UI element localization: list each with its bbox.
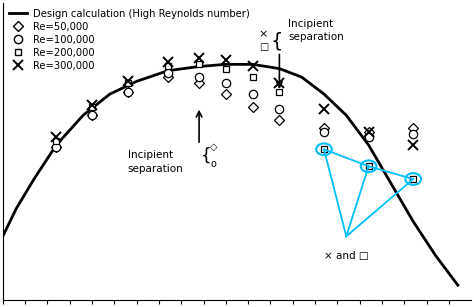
Legend: Design calculation (High Reynolds number), Re=50,000, Re=100,000, Re=200,000, Re: Design calculation (High Reynolds number… <box>5 5 254 75</box>
Text: Incipient
separation: Incipient separation <box>288 19 344 42</box>
Text: Incipient
separation: Incipient separation <box>128 150 183 174</box>
Text: ◇: ◇ <box>210 142 218 152</box>
Text: ×: × <box>259 30 268 40</box>
Text: {: { <box>271 32 283 50</box>
Text: □: □ <box>259 42 268 52</box>
Text: × and □: × and □ <box>324 251 369 261</box>
Text: {: { <box>201 147 212 165</box>
Text: o: o <box>210 159 216 169</box>
